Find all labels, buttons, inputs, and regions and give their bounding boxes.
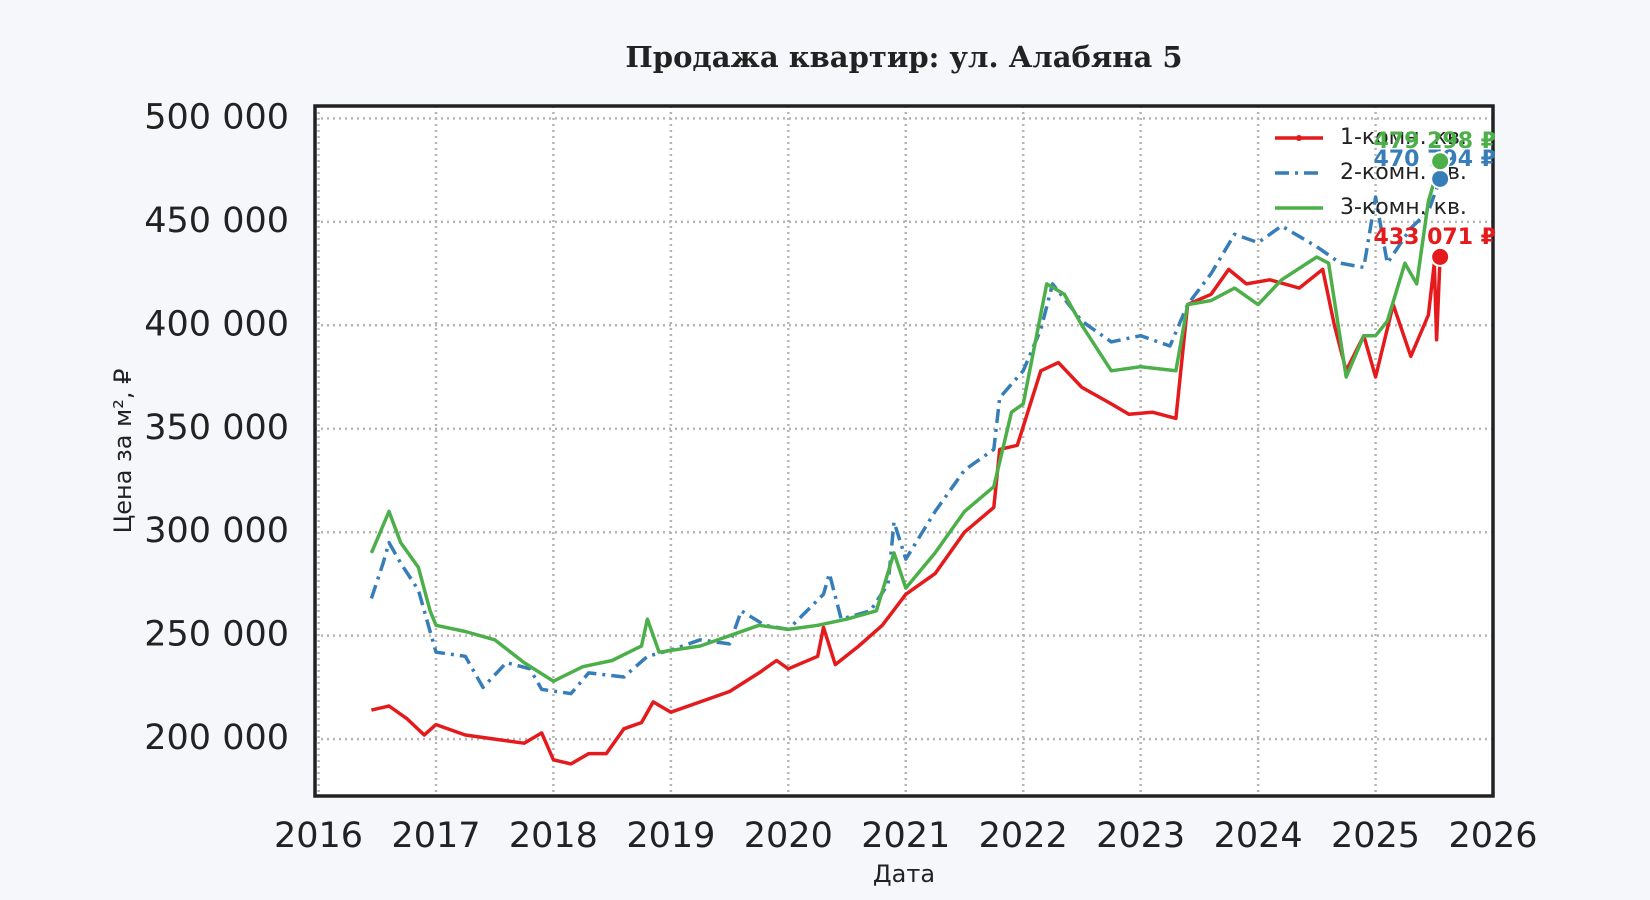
y-axis-label: Цена за м², ₽ xyxy=(109,369,137,534)
end-point xyxy=(1430,246,1451,267)
x-tick-label: 2024 xyxy=(1214,816,1303,856)
x-axis-label: Дата xyxy=(873,860,935,888)
y-tick-label: 300 000 xyxy=(144,511,289,551)
x-tick-label: 2018 xyxy=(509,816,598,856)
x-tick-label: 2016 xyxy=(274,816,363,856)
end-point xyxy=(1430,151,1451,172)
x-tick-label: 2023 xyxy=(1096,816,1185,856)
series-line xyxy=(369,178,1442,696)
series-line xyxy=(369,160,1442,683)
x-tick-label: 2021 xyxy=(861,816,950,856)
x-tick-label: 2017 xyxy=(391,816,480,856)
x-tick-label: 2025 xyxy=(1331,816,1420,856)
x-tick-label: 2020 xyxy=(744,816,833,856)
y-tick-label: 450 000 xyxy=(144,201,289,241)
y-tick-label: 500 000 xyxy=(144,97,289,137)
chart-title: Продажа квартир: ул. Алабяна 5 xyxy=(625,40,1182,74)
ticks: 200 000 250 000 300 000 350 000 400 000 450 0… xyxy=(144,97,1537,856)
legend-marker xyxy=(1296,135,1302,141)
legend-label: 3-комн. кв. xyxy=(1340,195,1467,220)
y-tick-label: 350 000 xyxy=(144,408,289,448)
plot-frame xyxy=(313,104,1495,798)
x-tick-label: 2019 xyxy=(626,816,715,856)
series-line xyxy=(371,256,1442,766)
y-tick-label: 250 000 xyxy=(144,615,289,655)
y-tick-label: 200 000 xyxy=(144,718,289,758)
lines xyxy=(369,160,1442,766)
legend-label: 1-комн. кв. xyxy=(1340,125,1467,150)
end-point xyxy=(1430,168,1451,189)
end-label: 479 298 ₽ xyxy=(1374,129,1496,154)
x-tick-label: 2026 xyxy=(1448,816,1537,856)
y-tick-label: 400 000 xyxy=(144,304,289,344)
annotations: 433 071 ₽470 794 ₽479 298 ₽ xyxy=(1374,129,1496,267)
x-tick-label: 2022 xyxy=(979,816,1068,856)
end-label: 433 071 ₽ xyxy=(1374,225,1496,250)
